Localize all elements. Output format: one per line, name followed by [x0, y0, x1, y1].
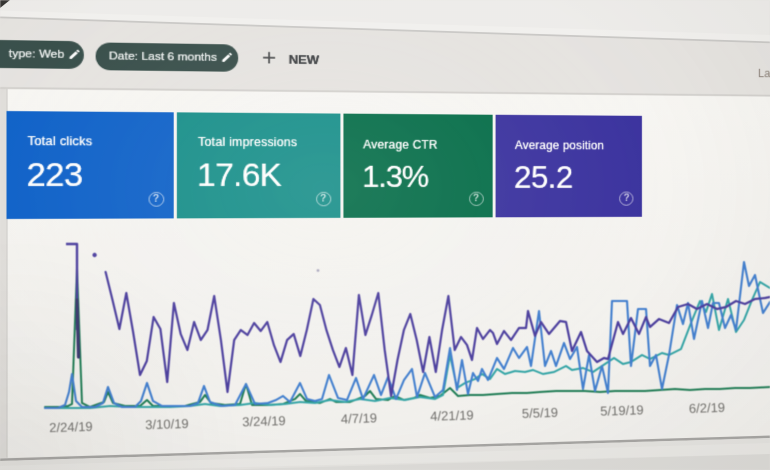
svg-text:4/21/19: 4/21/19 [430, 407, 474, 423]
svg-text:5/19/19: 5/19/19 [600, 402, 644, 418]
svg-text:3/24/19: 3/24/19 [242, 413, 286, 429]
svg-text:6/2/19: 6/2/19 [689, 400, 726, 416]
svg-text:3/10/19: 3/10/19 [145, 416, 189, 432]
svg-text:4/7/19: 4/7/19 [341, 410, 378, 426]
svg-text:2/24/19: 2/24/19 [49, 419, 93, 435]
svg-text:5/5/19: 5/5/19 [522, 405, 559, 421]
